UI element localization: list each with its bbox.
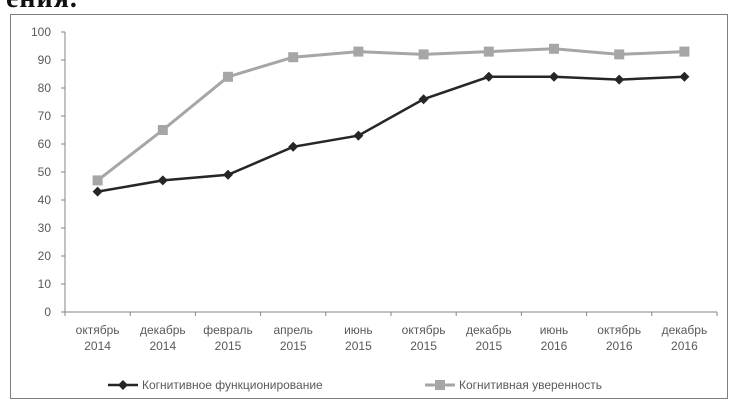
x-tick-label-line: октябрь	[597, 323, 641, 337]
x-tick-label: июнь 2016	[540, 323, 569, 353]
x-tick-label-line: 2015	[345, 339, 372, 353]
x-tick-label-line: декабрь	[140, 323, 186, 337]
legend-marker	[435, 380, 445, 390]
x-tick-label: декабрь 2016	[662, 323, 708, 353]
y-tick-label: 50	[38, 165, 52, 179]
x-tick-label-line: декабрь	[662, 323, 708, 337]
x-tick-label-line: 2016	[671, 339, 698, 353]
series-2	[92, 43, 690, 186]
data-point	[614, 74, 625, 85]
y-tick-label: 90	[38, 53, 52, 67]
x-tick-label: июнь 2015	[344, 323, 373, 353]
x-tick-label-line: 2016	[541, 339, 568, 353]
data-point	[157, 125, 168, 135]
legend-marker	[118, 380, 128, 390]
data-point	[223, 169, 233, 180]
y-tick-label: 80	[38, 81, 52, 95]
x-tick-label-line: 2016	[606, 339, 633, 353]
series-1	[92, 71, 690, 197]
data-point	[223, 71, 233, 82]
x-tick-label-line: 2015	[280, 339, 307, 353]
series-line	[97, 75, 685, 193]
x-tick-label: октябрь 2015	[402, 323, 446, 353]
y-tick-label: 60	[38, 137, 52, 151]
data-point	[549, 71, 559, 82]
legend-item-2: Когнитивная уверенность	[425, 378, 602, 392]
x-tick-label-line: 2014	[149, 339, 176, 353]
data-point	[288, 52, 299, 63]
x-tick-label: октябрь 2016	[597, 323, 641, 353]
data-point	[418, 94, 429, 105]
data-point	[549, 43, 559, 54]
x-tick-label-line: 2015	[215, 339, 242, 353]
page-heading-fragment: ения.	[6, 0, 78, 15]
x-tick-label-line: 2015	[410, 339, 437, 353]
x-tick-label: декабрь 2015	[466, 323, 512, 353]
x-tick-label-line: октябрь	[76, 323, 120, 337]
x-tick-label-line: февраль	[203, 323, 253, 337]
x-tick-label: октябрь 2014	[76, 323, 120, 353]
x-tick-label-line: октябрь	[402, 323, 446, 337]
legend-label: Когнитивное функционирование	[142, 378, 323, 392]
legend-item-1: Когнитивное функционирование	[108, 378, 323, 392]
x-tick-label-line: 2014	[84, 339, 111, 353]
data-point	[92, 175, 103, 186]
data-point	[288, 141, 299, 152]
x-tick-label-line: июнь	[540, 323, 569, 337]
chart-legend: Когнитивное функционирование Когнитивная …	[108, 378, 602, 392]
data-point	[418, 49, 429, 60]
data-point	[679, 46, 690, 57]
data-point	[483, 46, 494, 57]
y-tick-label: 20	[38, 249, 52, 263]
x-tick-label: февраль 2015	[203, 323, 253, 353]
y-tick-label: 0	[44, 305, 51, 319]
x-tick-label: апрель 2015	[274, 323, 313, 353]
chart-series-layer	[92, 43, 690, 197]
data-point	[483, 71, 494, 82]
y-tick-label: 10	[38, 277, 52, 291]
x-tick-label-line: декабрь	[466, 323, 512, 337]
x-tick-label-line: июнь	[344, 323, 373, 337]
legend-label: Когнитивная уверенность	[459, 378, 602, 392]
y-tick-label: 40	[38, 193, 52, 207]
x-tick-label-line: апрель	[274, 323, 313, 337]
data-point	[157, 175, 168, 186]
x-tick-label: декабрь 2014	[140, 323, 186, 353]
data-point	[679, 71, 690, 82]
data-point	[92, 186, 103, 197]
data-point	[353, 130, 364, 141]
y-tick-label: 70	[38, 109, 52, 123]
y-tick-label: 30	[38, 221, 52, 235]
data-point	[614, 49, 625, 60]
series-line	[96, 47, 685, 182]
y-tick-label: 100	[31, 25, 51, 39]
data-point	[353, 46, 364, 57]
x-tick-label-line: 2015	[475, 339, 502, 353]
